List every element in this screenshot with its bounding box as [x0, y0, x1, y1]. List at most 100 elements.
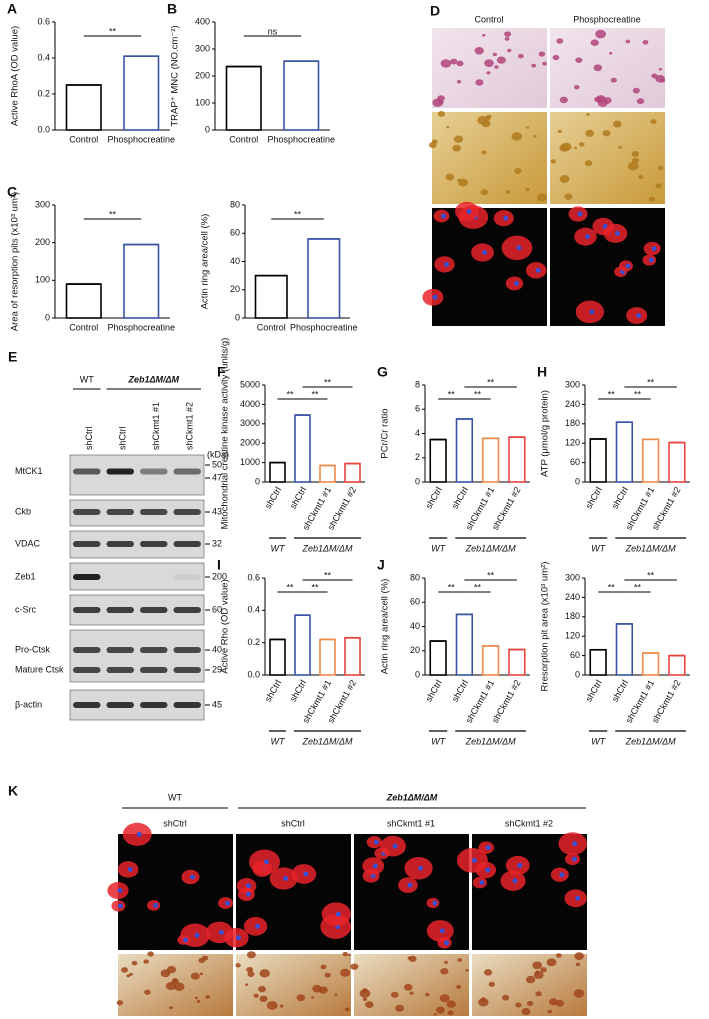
x-tick-label: shCtrl: [423, 678, 443, 703]
cell: [507, 48, 512, 53]
panel-letter: H: [537, 364, 547, 380]
cell: [658, 67, 662, 71]
cell: [505, 190, 511, 194]
cell: [439, 994, 450, 1003]
y-tick-label: 300: [195, 43, 210, 53]
bar: [269, 461, 286, 483]
panel-letter: F: [217, 364, 226, 380]
nucleus: [513, 280, 519, 286]
cell: [526, 1000, 534, 1007]
blot-strip: [69, 454, 205, 496]
cell: [424, 992, 430, 997]
cell: [531, 63, 537, 68]
group-label: Zeb1ΔM/ΔM: [465, 543, 517, 553]
cell: [456, 80, 462, 84]
blot-band: [140, 509, 168, 515]
bar: [481, 437, 500, 483]
cell: [555, 953, 562, 958]
nucleus: [255, 923, 261, 929]
nucleus: [572, 841, 578, 847]
k-column: shCtrl: [163, 818, 187, 828]
nucleus: [190, 874, 196, 880]
cell: [638, 175, 644, 180]
cell: [144, 989, 151, 995]
bar: [429, 438, 447, 483]
y-tick-label: 4000: [240, 399, 260, 409]
y-tick-label: 0: [415, 476, 420, 486]
sig-label: **: [474, 582, 482, 592]
y-tick-label: 200: [195, 70, 210, 80]
nucleus: [535, 267, 541, 273]
cell: [492, 52, 498, 57]
cell: [574, 146, 578, 150]
blot-band: [173, 541, 201, 547]
cell: [320, 964, 327, 970]
nucleus: [194, 932, 200, 938]
y-tick-label: 0: [575, 476, 580, 486]
cell: [438, 100, 444, 105]
y-axis-title: TRAP⁺ MNC (NO.cm⁻²): [170, 25, 181, 126]
blot-group: Zeb1ΔM/ΔM: [127, 374, 179, 384]
lane-label: shCkmt1 #1: [151, 402, 161, 450]
bar: [455, 418, 474, 483]
panel-letter: G: [377, 364, 388, 380]
y-tick-label: 8: [415, 379, 420, 389]
cell: [488, 981, 495, 987]
cell: [651, 73, 658, 79]
cell: [359, 989, 371, 998]
cell: [574, 85, 580, 90]
bar: [225, 65, 262, 131]
cell: [632, 87, 640, 94]
kda-label: 60: [212, 604, 222, 614]
cell: [642, 39, 649, 45]
sig-label: **: [311, 389, 319, 399]
cell: [465, 969, 469, 972]
cell: [535, 991, 542, 997]
cell: [458, 178, 469, 187]
cell: [585, 129, 595, 137]
bar: [641, 652, 660, 676]
blot-band: [140, 541, 168, 547]
x-tick-label: Control: [229, 134, 258, 144]
cell: [296, 994, 306, 1002]
nucleus: [407, 882, 413, 888]
bar: [283, 60, 320, 131]
blot-band: [106, 667, 134, 673]
bar: [344, 637, 361, 676]
cell: [171, 978, 179, 985]
blot-band: [173, 647, 201, 653]
bar: [615, 623, 634, 676]
y-tick-label: 200: [35, 237, 50, 247]
sig-label: **: [634, 582, 642, 592]
blot-group: WT: [80, 374, 94, 384]
nucleus: [432, 294, 438, 300]
bar: [615, 421, 634, 483]
cell: [549, 998, 558, 1006]
nucleus: [625, 263, 631, 269]
cell: [456, 60, 464, 67]
sig-label: **: [286, 389, 294, 399]
lane-label: shCkmt1 #2: [185, 402, 195, 450]
x-tick-label: Phosphocreatine: [267, 134, 335, 144]
nucleus: [246, 883, 252, 889]
blot-band: [106, 509, 134, 515]
cell: [433, 1013, 437, 1016]
bar: [319, 464, 336, 483]
nucleus: [117, 903, 123, 909]
bar: [65, 283, 102, 319]
kda-label: 29: [212, 664, 222, 674]
cell: [347, 953, 351, 957]
protein-label: VDAC: [15, 538, 41, 548]
bar: [294, 414, 311, 483]
cell: [166, 965, 177, 974]
bar: [269, 638, 286, 676]
cell: [655, 183, 662, 189]
blot-band: [140, 702, 168, 708]
x-tick-label: shCtrl: [583, 678, 603, 703]
cell: [550, 159, 556, 164]
cell: [618, 145, 623, 149]
y-tick-label: 0: [255, 476, 260, 486]
blot-band: [73, 667, 101, 673]
cell: [590, 39, 599, 47]
